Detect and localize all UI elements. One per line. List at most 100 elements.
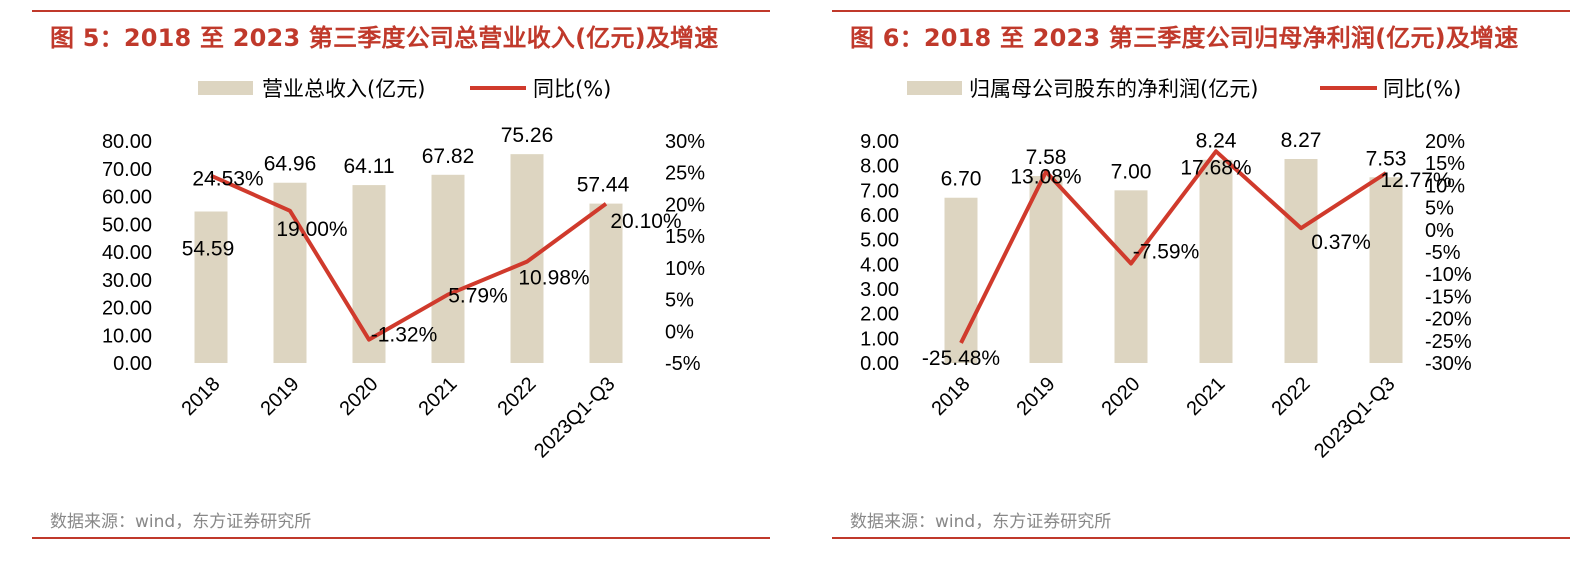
bar-data-label: 7.58 <box>1026 146 1067 169</box>
bar <box>1199 159 1233 363</box>
legend-bar-swatch <box>198 81 253 95</box>
bar <box>944 197 978 363</box>
right-axis-tick-label: 10% <box>1425 175 1465 197</box>
bar-data-label: 54.59 <box>182 238 235 261</box>
growth-line <box>959 149 1388 344</box>
chart-panel-net-profit: 图 6：2018 至 2023 第三季度公司归母净利润(亿元)及增速 归属母公司… <box>800 0 1570 571</box>
growth-line <box>210 173 608 342</box>
right-axis-tick-label: 15% <box>1425 153 1465 175</box>
left-axis-tick-label: 20.00 <box>102 298 152 320</box>
bar-data-label: 64.11 <box>344 155 395 178</box>
right-axis-tick-label: -10% <box>1425 264 1472 286</box>
line-data-label: 5.79% <box>448 285 508 308</box>
legend-bar-label: 归属母公司股东的净利润(亿元) <box>969 77 1258 101</box>
left-axis-tick-label: 6.00 <box>860 205 899 227</box>
bar-data-label: 57.44 <box>577 174 630 197</box>
left-axis-tick-label: 80.00 <box>102 131 152 153</box>
x-axis-category-label: 2022 <box>1268 373 1315 420</box>
revenue-chart: 营业总收入(亿元) 同比(%) 0.00 10.00 20.00 30.00 40.00 50… <box>102 77 705 462</box>
bar <box>1114 190 1148 363</box>
left-axis-tick-label: 2.00 <box>860 304 899 326</box>
bar <box>510 154 544 363</box>
bar <box>589 203 623 363</box>
left-axis-tick-label: 0.00 <box>860 353 899 375</box>
right-axis-tick-label: 0% <box>665 321 694 343</box>
left-axis-tick-label: 70.00 <box>102 159 152 181</box>
x-axis-category-label: 2023Q1-Q3 <box>530 373 619 462</box>
left-axis-tick-label: 40.00 <box>102 242 152 264</box>
right-axis-tick-label: 30% <box>665 131 705 153</box>
right-axis-tick-label: 10% <box>665 258 705 280</box>
chart-panel-revenue: 图 5：2018 至 2023 第三季度公司总营业收入(亿元)及增速 营业总收入… <box>0 0 770 571</box>
bar <box>1029 176 1063 363</box>
bar-data-label: 7.53 <box>1366 147 1407 170</box>
line-data-label: 20.10% <box>610 210 681 233</box>
x-axis-category-label: 2020 <box>336 373 383 420</box>
left-axis-tick-label: 0.00 <box>113 353 152 375</box>
right-axis-tick-label: 5% <box>1425 198 1454 220</box>
chart-title: 图 5：2018 至 2023 第三季度公司总营业收入(亿元)及增速 <box>50 24 719 52</box>
bar-data-label: 6.70 <box>941 168 982 191</box>
left-axis-tick-label: 60.00 <box>102 187 152 209</box>
net-profit-chart: 归属母公司股东的净利润(亿元) 同比(%) 0.00 1.002.00 3.00 4.00… <box>860 77 1472 462</box>
right-axis-tick-label: 15% <box>665 226 705 248</box>
left-axis-tick-label: 3.00 <box>860 279 899 301</box>
line-data-label: 10.98% <box>518 267 589 290</box>
line-data-label: 0.37% <box>1311 231 1371 254</box>
right-axis-tick-label: -20% <box>1425 309 1472 331</box>
right-axis-tick-label: -25% <box>1425 331 1472 353</box>
line-data-label: 12.77% <box>1380 169 1451 192</box>
x-axis-category-label: 2022 <box>494 373 541 420</box>
x-axis-category-label: 2019 <box>1013 373 1060 420</box>
left-axis-tick-label: 7.00 <box>860 180 899 202</box>
bar-data-label: 67.82 <box>422 145 475 168</box>
left-axis-tick-label: 9.00 <box>860 131 899 153</box>
right-axis-tick-label: 0% <box>1425 220 1454 242</box>
source-note: 数据来源：wind，东方证券研究所 <box>850 512 1112 532</box>
bar-data-label: 64.96 <box>264 153 317 176</box>
bar <box>431 174 465 363</box>
x-axis-category-label: 2019 <box>257 373 304 420</box>
bar-data-label: 8.24 <box>1196 130 1237 153</box>
line-data-label: 19.00% <box>276 218 347 241</box>
left-axis-tick-label: 30.00 <box>102 270 152 292</box>
x-axis-category-label: 2021 <box>415 373 462 420</box>
bar-data-label: 7.00 <box>1111 160 1152 183</box>
bar-data-label: 75.26 <box>501 124 554 147</box>
right-axis-tick-label: -5% <box>665 353 701 375</box>
source-note: 数据来源：wind，东方证券研究所 <box>50 512 312 532</box>
line-data-label: -1.32% <box>371 324 438 347</box>
bar <box>1284 159 1318 363</box>
legend-line-label: 同比(%) <box>533 77 611 101</box>
legend-line-label: 同比(%) <box>1383 77 1461 101</box>
right-axis-tick-label: 5% <box>665 290 694 312</box>
line-data-label: -7.59% <box>1133 240 1200 263</box>
legend-bar-label: 营业总收入(亿元) <box>262 77 425 101</box>
bar-data-label: 8.27 <box>1281 129 1322 152</box>
x-axis-category-label: 2018 <box>178 373 225 420</box>
top-rule <box>32 10 770 12</box>
line-data-label: 17.68% <box>1180 156 1251 179</box>
left-axis-tick-label: 1.00 <box>860 328 899 350</box>
right-axis-tick-label: 25% <box>665 163 705 185</box>
top-rule <box>832 10 1570 12</box>
left-axis-tick-label: 8.00 <box>860 156 899 178</box>
line-data-label: 24.53% <box>192 168 263 191</box>
line-data-label: 13.08% <box>1010 166 1081 189</box>
right-axis-tick-label: -5% <box>1425 242 1461 264</box>
left-axis-tick-label: 50.00 <box>102 214 152 236</box>
x-axis-category-label: 2020 <box>1098 373 1145 420</box>
bottom-rule <box>832 537 1570 539</box>
x-axis-category-label: 2023Q1-Q3 <box>1310 373 1399 462</box>
line-data-label: -25.48% <box>922 347 1000 370</box>
chart-title: 图 6：2018 至 2023 第三季度公司归母净利润(亿元)及增速 <box>850 24 1519 52</box>
x-axis-category-label: 2021 <box>1183 373 1230 420</box>
bottom-rule <box>32 537 770 539</box>
right-axis-tick-label: -15% <box>1425 286 1472 308</box>
right-axis-tick-label: -30% <box>1425 353 1472 375</box>
right-axis-tick-label: 20% <box>665 194 705 216</box>
bar <box>194 211 228 363</box>
legend-bar-swatch <box>907 81 962 95</box>
bar <box>1369 177 1403 363</box>
x-axis-category-label: 2018 <box>928 373 975 420</box>
